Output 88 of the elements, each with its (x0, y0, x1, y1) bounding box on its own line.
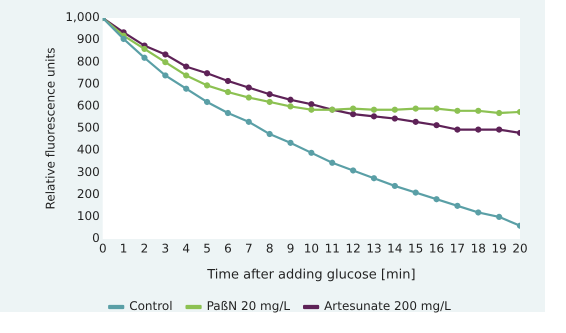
point (392, 182, 398, 190)
y-tick-label: 500 (76, 120, 100, 135)
x-tick-label: 6 (224, 241, 232, 256)
x-tick-label: 16 (428, 241, 444, 256)
x-tick-label: 13 (366, 241, 382, 256)
point (266, 130, 273, 138)
point (183, 64, 190, 70)
point (329, 160, 336, 166)
point (183, 86, 190, 92)
x-tick-label: 11 (324, 241, 340, 256)
point (433, 122, 440, 128)
y-tick-label: 0 (92, 231, 100, 246)
y-tick-label: 100 (76, 209, 100, 224)
point (287, 103, 294, 110)
point (496, 126, 502, 133)
point (370, 106, 378, 113)
x-tick-label: 19 (491, 241, 507, 256)
point (350, 167, 356, 174)
legend-label: Artesunate 200 mg/L (324, 299, 452, 314)
y-tick-label: 900 (76, 32, 100, 46)
x-axis-title: Time after adding glucose [min] (206, 268, 416, 283)
y-tick-label: 400 (76, 142, 100, 157)
x-tick-label: 1 (120, 241, 128, 256)
point (204, 82, 210, 89)
x-tick-label: 15 (408, 241, 424, 256)
point (266, 98, 273, 106)
point (496, 214, 502, 220)
point (412, 118, 419, 125)
point (162, 72, 168, 79)
x-tick-label: 7 (244, 241, 253, 256)
point (224, 78, 232, 84)
x-tick-label: 20 (512, 241, 528, 256)
point (204, 98, 210, 106)
point (412, 189, 419, 196)
y-tick-label: 600 (76, 98, 100, 113)
point (287, 140, 294, 146)
point (287, 96, 294, 103)
point (246, 94, 252, 101)
point (162, 51, 168, 58)
point (475, 126, 482, 133)
y-tick-label: 700 (76, 76, 100, 90)
point (370, 113, 378, 120)
x-tick-label: 2 (140, 241, 148, 256)
x-tick-label: 8 (266, 241, 274, 256)
x-tick-label: 18 (470, 241, 486, 256)
point (350, 111, 356, 118)
point (454, 126, 461, 133)
y-tick-label: 800 (76, 54, 100, 68)
point (120, 36, 127, 42)
point (246, 118, 252, 125)
legend-label: PaßN 20 mg/L (206, 299, 290, 314)
point (370, 175, 378, 182)
x-tick-label: 14 (387, 241, 402, 256)
x-tick-label: 4 (182, 241, 190, 256)
y-axis-title: Relative fluorescence units (43, 48, 58, 210)
point (496, 110, 502, 116)
point (412, 106, 419, 112)
point (454, 108, 461, 114)
x-tick-label: 5 (203, 241, 211, 256)
point (224, 110, 232, 116)
x-tick-label: 3 (162, 241, 170, 256)
point (454, 202, 461, 209)
point (308, 106, 314, 113)
y-tick-label: 300 (76, 164, 100, 179)
point (246, 84, 252, 91)
point (141, 46, 148, 52)
point (392, 106, 398, 113)
point (308, 101, 314, 108)
point (433, 106, 440, 112)
legend-label: Control (129, 299, 173, 314)
y-tick-label: 1,000 (65, 10, 100, 24)
point (475, 108, 482, 114)
point (266, 91, 273, 98)
point (141, 54, 148, 61)
point (350, 106, 356, 112)
point (204, 70, 210, 76)
x-tick-label: 12 (345, 241, 361, 256)
point (392, 115, 398, 122)
x-tick-label: 9 (286, 241, 294, 256)
point (308, 150, 314, 156)
x-tick-label: 10 (304, 241, 320, 256)
point (183, 72, 190, 79)
point (162, 59, 168, 66)
y-tick-label: 200 (76, 186, 100, 201)
point (224, 88, 232, 96)
point (433, 196, 440, 202)
point (475, 209, 482, 216)
x-tick-label: 17 (450, 241, 466, 256)
